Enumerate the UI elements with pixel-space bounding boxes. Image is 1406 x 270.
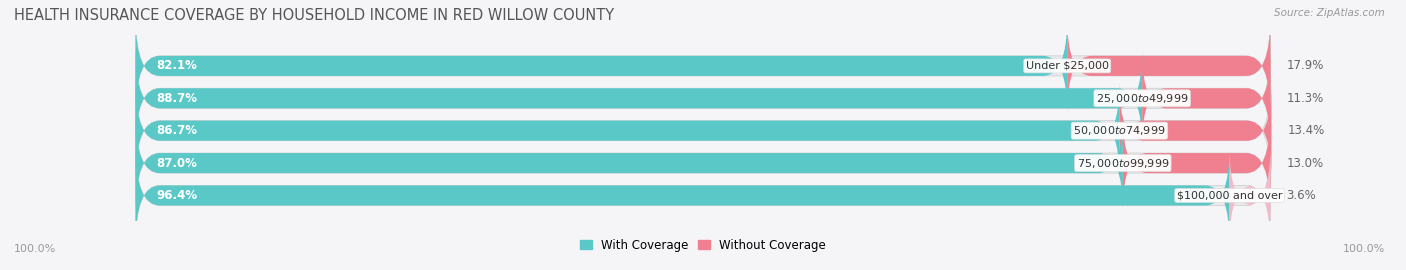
Text: 100.0%: 100.0%	[1343, 244, 1385, 254]
FancyBboxPatch shape	[1119, 82, 1271, 179]
FancyBboxPatch shape	[1123, 115, 1271, 211]
FancyBboxPatch shape	[135, 50, 1271, 147]
Text: 3.6%: 3.6%	[1286, 189, 1316, 202]
Text: $100,000 and over: $100,000 and over	[1177, 190, 1282, 201]
FancyBboxPatch shape	[135, 18, 1271, 114]
Text: 87.0%: 87.0%	[156, 157, 197, 170]
Text: $50,000 to $74,999: $50,000 to $74,999	[1073, 124, 1166, 137]
Text: HEALTH INSURANCE COVERAGE BY HOUSEHOLD INCOME IN RED WILLOW COUNTY: HEALTH INSURANCE COVERAGE BY HOUSEHOLD I…	[14, 8, 614, 23]
Text: 88.7%: 88.7%	[156, 92, 197, 105]
Text: 96.4%: 96.4%	[156, 189, 197, 202]
Text: Source: ZipAtlas.com: Source: ZipAtlas.com	[1274, 8, 1385, 18]
Text: Under $25,000: Under $25,000	[1026, 61, 1109, 71]
Text: 13.4%: 13.4%	[1288, 124, 1324, 137]
FancyBboxPatch shape	[135, 18, 1067, 114]
Text: 100.0%: 100.0%	[14, 244, 56, 254]
FancyBboxPatch shape	[135, 50, 1142, 147]
Text: 82.1%: 82.1%	[156, 59, 197, 72]
FancyBboxPatch shape	[1067, 18, 1271, 114]
Text: 86.7%: 86.7%	[156, 124, 197, 137]
FancyBboxPatch shape	[135, 115, 1271, 211]
FancyBboxPatch shape	[135, 147, 1271, 244]
FancyBboxPatch shape	[1229, 147, 1271, 244]
FancyBboxPatch shape	[1142, 50, 1271, 147]
Text: 13.0%: 13.0%	[1286, 157, 1323, 170]
Legend: With Coverage, Without Coverage: With Coverage, Without Coverage	[575, 234, 831, 256]
FancyBboxPatch shape	[135, 147, 1229, 244]
FancyBboxPatch shape	[135, 115, 1123, 211]
Text: 11.3%: 11.3%	[1286, 92, 1324, 105]
FancyBboxPatch shape	[135, 82, 1271, 179]
Text: 17.9%: 17.9%	[1286, 59, 1324, 72]
Text: $25,000 to $49,999: $25,000 to $49,999	[1095, 92, 1188, 105]
FancyBboxPatch shape	[135, 82, 1119, 179]
Text: $75,000 to $99,999: $75,000 to $99,999	[1077, 157, 1170, 170]
